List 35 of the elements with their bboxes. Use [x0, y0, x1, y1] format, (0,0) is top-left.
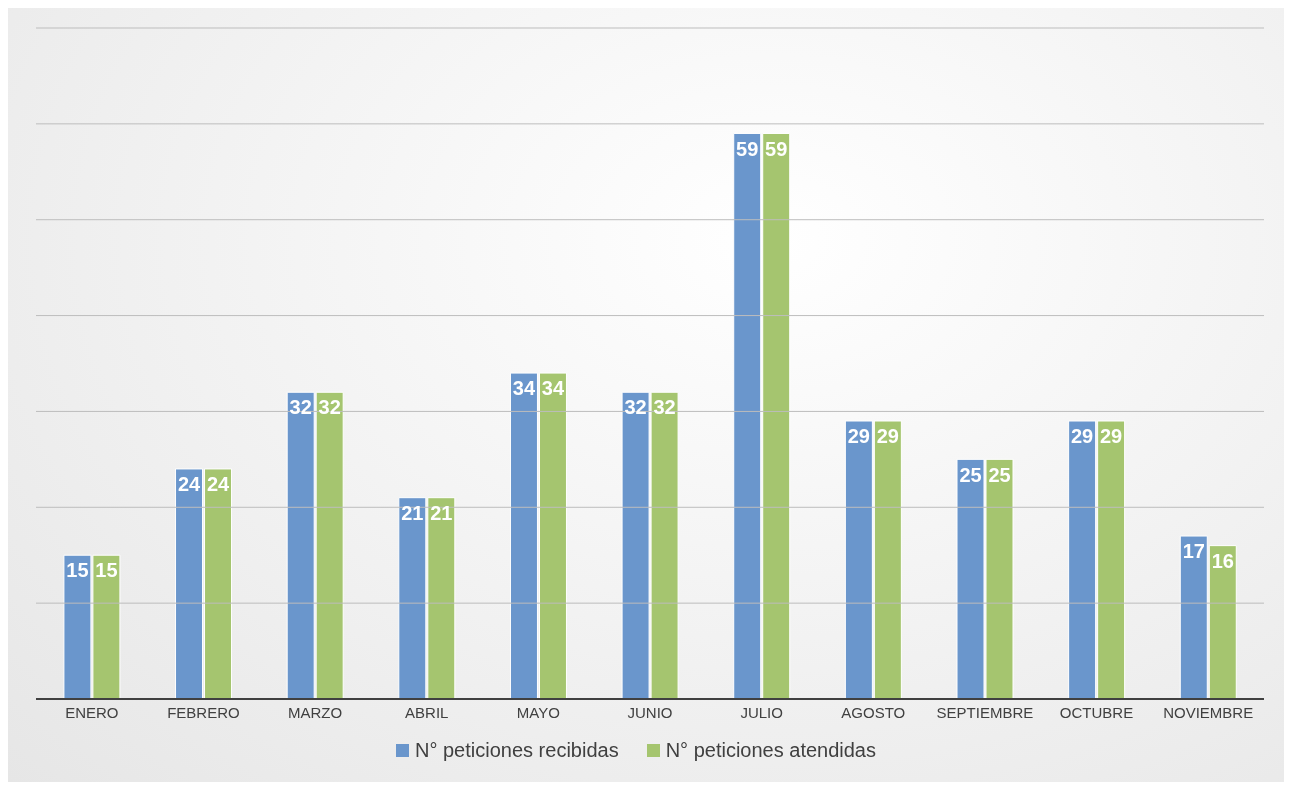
data-label: 24	[177, 473, 202, 496]
data-label: 21	[401, 501, 424, 524]
data-label: 29	[1071, 425, 1094, 448]
data-label: 29	[1100, 425, 1123, 448]
data-label: 32	[289, 396, 312, 419]
data-label: 15	[95, 559, 118, 582]
data-label: 21	[430, 501, 453, 524]
data-label: 16	[1211, 549, 1234, 572]
x-tick-label: AGOSTO	[841, 703, 906, 721]
x-tick-label: MARZO	[288, 703, 343, 721]
data-label: 24	[206, 473, 231, 496]
data-label: 29	[876, 425, 899, 448]
x-tick-label: MAYO	[516, 703, 560, 721]
x-tick-label: FEBRERO	[167, 703, 240, 721]
x-tick-label: ENERO	[65, 703, 119, 721]
data-label: 34	[512, 377, 536, 400]
data-label: 29	[847, 425, 870, 448]
data-label: 15	[66, 559, 89, 582]
x-tick-label: ABRIL	[405, 703, 449, 721]
x-tick-label: JUNIO	[627, 703, 673, 721]
legend-label: N° peticiones atendidas	[665, 739, 876, 762]
data-label: 25	[988, 463, 1011, 486]
data-label: 17	[1182, 540, 1205, 563]
x-tick-label: JULIO	[740, 703, 783, 721]
data-label: 34	[541, 377, 565, 400]
data-label: 59	[765, 137, 788, 160]
data-label: 32	[653, 396, 676, 419]
data-label: 32	[624, 396, 647, 419]
data-label: 25	[959, 463, 982, 486]
series-label: N° peticiones recibidas	[414, 739, 619, 762]
data-label: 59	[736, 137, 759, 160]
data-label: 32	[318, 396, 341, 419]
x-tick-label: OCTUBRE	[1059, 703, 1134, 721]
x-tick-label: SEPTIEMBRE	[936, 703, 1034, 721]
x-tick-label: NOVIEMBRE	[1163, 703, 1254, 721]
